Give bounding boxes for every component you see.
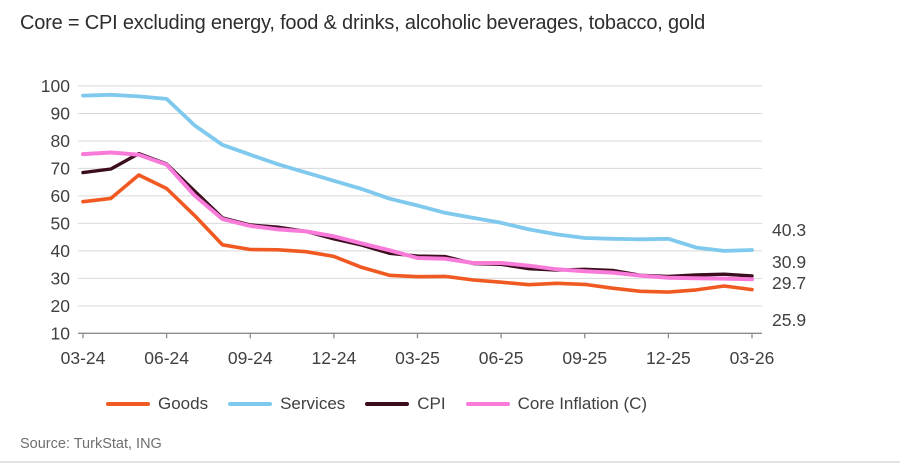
x-axis-label: 06-25 [479,348,524,368]
legend-swatch-goods [106,402,150,406]
legend-item-goods: Goods [106,394,208,414]
y-axis-label: 10 [51,323,71,343]
x-axis-label: 12-25 [646,348,691,368]
y-axis-label: 100 [41,76,70,96]
y-axis-label: 40 [51,241,71,261]
legend-label: CPI [417,394,446,413]
series-line-core [81,150,754,282]
series-line-goods [81,173,754,294]
chart-title: Core = CPI excluding energy, food & drin… [20,12,705,34]
legend-label: Goods [158,394,209,413]
end-value-label-cpi: 30.9 [772,252,806,272]
x-axis-label: 09-24 [228,348,273,368]
y-axis-label: 50 [51,213,71,233]
legend-item-cpi: CPI [365,394,446,414]
chart-legend: Goods Services CPI Core Inflation (C) [106,394,647,414]
end-value-label-services: 40.3 [772,220,806,240]
x-axis-label: 03-24 [61,348,106,368]
x-axis-label: 03-25 [395,348,440,368]
legend-swatch-services [228,402,273,406]
legend-item-services: Services [228,394,345,414]
y-axis-label: 90 [51,103,71,123]
y-axis-label: 20 [51,296,71,316]
x-axis-label: 03-26 [730,348,775,368]
end-value-label-core: 29.7 [772,273,806,293]
y-axis-label: 80 [51,131,71,151]
x-axis-label: 09-25 [562,348,607,368]
source-note: Source: TurkStat, ING [20,436,162,452]
series-line-services [81,92,754,253]
legend-swatch-cpi [365,402,410,406]
legend-label: Core Inflation (C) [517,394,648,413]
x-axis-label: 12-24 [311,348,356,368]
legend-item-core: Core Inflation (C) [465,394,648,414]
end-value-label-goods: 25.9 [772,310,806,330]
legend-swatch-core [465,402,510,406]
legend-label: Services [280,394,346,413]
y-axis-label: 30 [51,268,71,288]
y-axis-label: 70 [51,158,71,178]
x-axis-label: 06-24 [144,348,189,368]
y-axis-label: 60 [51,186,71,206]
